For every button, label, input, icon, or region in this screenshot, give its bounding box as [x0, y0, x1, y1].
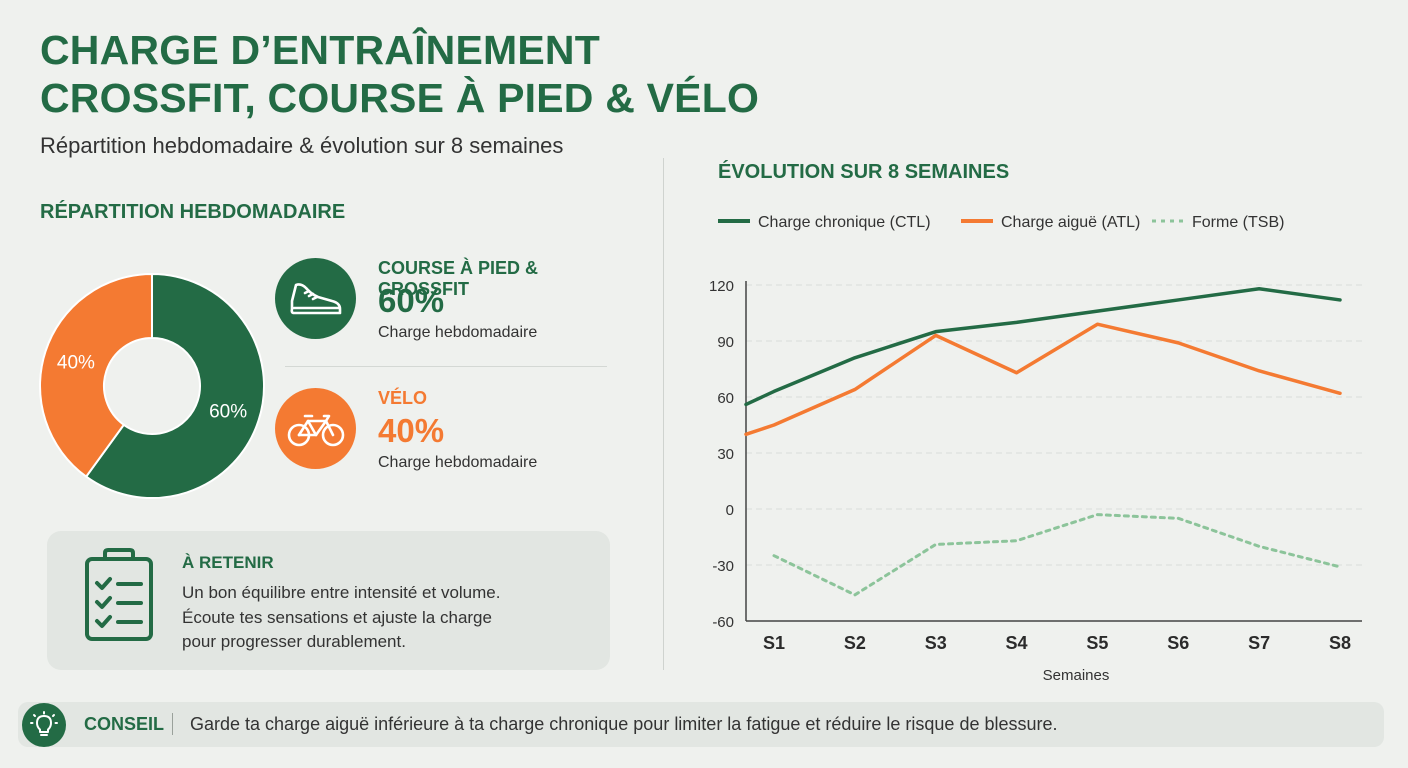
donut-slice [39, 272, 153, 479]
series-line [744, 322, 1342, 437]
y-tick-label: 120 [709, 278, 734, 295]
tip-label: CONSEIL [84, 714, 165, 734]
evolution-section-title: ÉVOLUTION SUR 8 SEMAINES [718, 160, 1009, 183]
x-tick-label: S5 [1086, 633, 1108, 653]
x-tick-label: S4 [1006, 633, 1028, 653]
title-line-1: CHARGE D’ENTRAÎNEMENT [40, 27, 600, 73]
x-tick-label: S3 [925, 633, 947, 653]
retain-box: À RETENIR Un bon équilibre entre intensi… [47, 531, 610, 670]
y-tick-label: 60 [717, 390, 734, 407]
column-divider [663, 158, 664, 670]
stat-label: COURSE À PIED & CROSSFIT [378, 258, 539, 299]
legend-label: Charge chronique (CTL) [758, 214, 931, 231]
legend-label: Charge aiguë (ATL) [1001, 214, 1140, 231]
stat-note: Charge hebdomadaire [378, 454, 538, 471]
lightbulb-icon [22, 703, 66, 747]
y-tick-label: 30 [717, 446, 734, 463]
tip-separator [172, 713, 173, 735]
x-axis-title: Semaines [1043, 667, 1110, 684]
x-tick-label: S7 [1248, 633, 1270, 653]
legend-label: Forme (TSB) [1192, 214, 1284, 231]
donut-slice-label: 60% [209, 402, 247, 423]
y-tick-label: 90 [717, 334, 734, 351]
y-tick-label: -60 [712, 614, 734, 631]
stat-label: VÉLO [378, 388, 428, 408]
stat-note: Charge hebdomadaire [378, 324, 538, 341]
stat-velo: VÉLO 40% Charge hebdomadaire [275, 388, 615, 488]
donut-chart: 60% 40% [39, 272, 265, 499]
x-tick-label: S6 [1167, 633, 1189, 653]
retain-text-line-2: Écoute tes sensations et ajuste la charg… [182, 608, 492, 627]
bicycle-icon [275, 388, 356, 469]
x-tick-label: S2 [844, 633, 866, 653]
repartition-section-title: RÉPARTITION HEBDOMADAIRE [40, 201, 346, 223]
donut-slice-label: 40% [57, 352, 95, 373]
series-line [744, 286, 1342, 407]
retain-title: À RETENIR [182, 553, 274, 572]
tip-text: Garde ta charge aiguë inférieure à ta ch… [190, 714, 1058, 734]
series-line [772, 513, 1342, 597]
stat-percent: 60% [378, 282, 445, 319]
x-tick-label: S8 [1329, 633, 1351, 653]
retain-text-line-1: Un bon équilibre entre intensité et volu… [182, 583, 501, 602]
title-line-2: CROSSFIT, COURSE À PIED & VÉLO [40, 75, 760, 121]
donut-slice [84, 272, 265, 499]
running-shoe-icon [275, 258, 356, 339]
retain-text-line-3: pour progresser durablement. [182, 632, 406, 651]
tip-bar: CONSEIL Garde ta charge aiguë inférieure… [18, 702, 1384, 747]
y-tick-label: -30 [712, 558, 734, 575]
clipboard-checklist-icon [81, 547, 157, 648]
x-tick-label: S1 [763, 633, 785, 653]
page-subtitle: Répartition hebdomadaire & évolution sur… [40, 133, 564, 158]
stat-percent: 40% [378, 412, 445, 449]
stat-running-crossfit: COURSE À PIED & CROSSFIT 60% Charge hebd… [275, 258, 615, 358]
page-title: CHARGE D’ENTRAÎNEMENT CROSSFIT, COURSE À… [40, 26, 759, 122]
y-tick-label: 0 [726, 502, 734, 519]
stat-separator [285, 366, 607, 367]
line-chart: ÉVOLUTION SUR 8 SEMAINES Charge chronique… [709, 160, 1362, 684]
